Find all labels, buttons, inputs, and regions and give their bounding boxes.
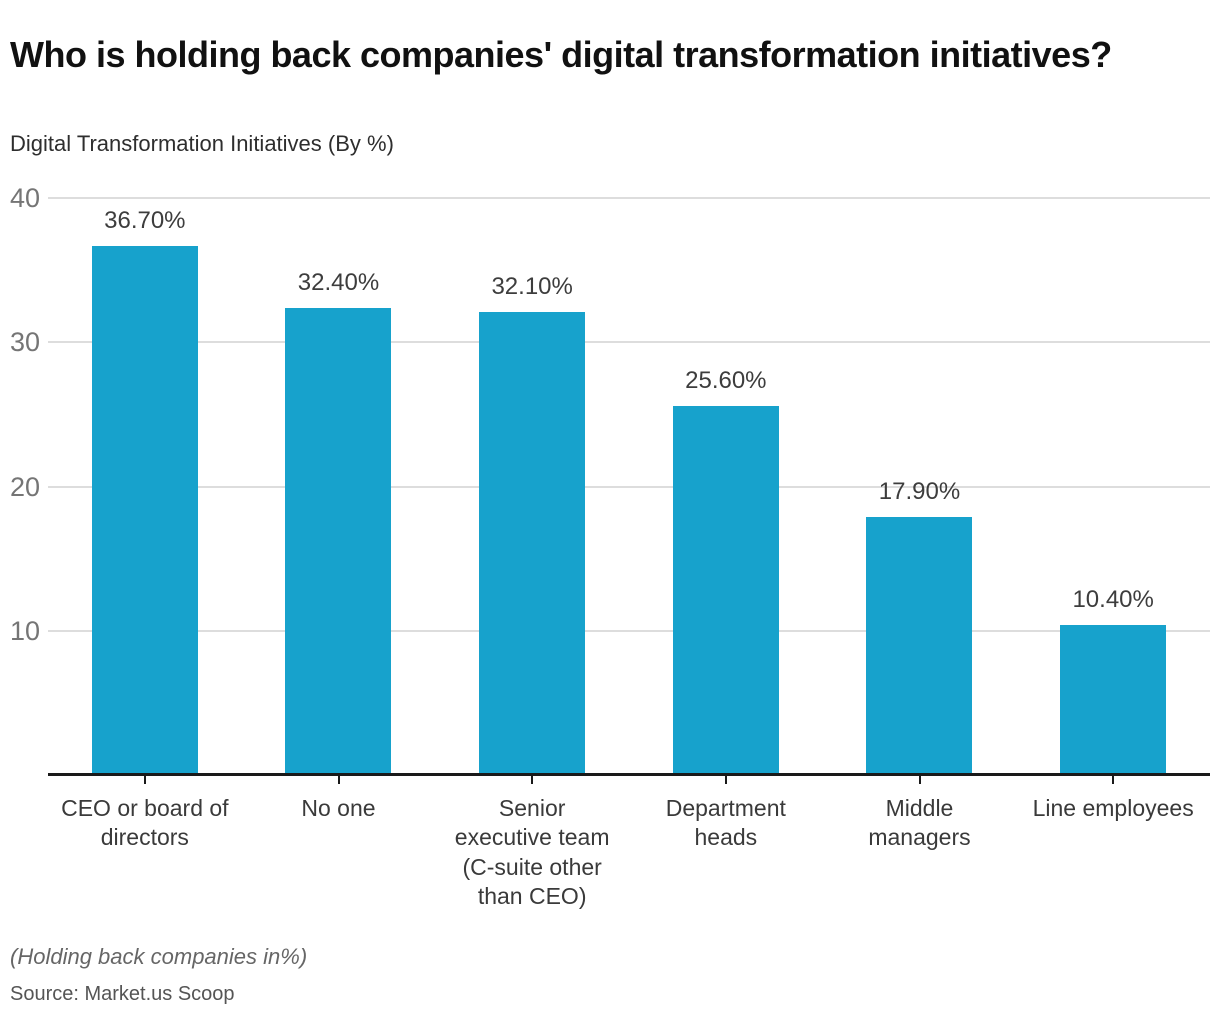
bar — [672, 405, 779, 773]
bar-value-label: 32.40% — [297, 268, 380, 296]
bar — [866, 516, 973, 773]
bar — [285, 307, 392, 773]
x-axis-category-label: Middle managers — [868, 795, 971, 851]
bar — [1060, 624, 1167, 773]
x-axis-tick — [531, 776, 534, 784]
plot-area: 10 20 30 40 36.70% 32.40% 32.10% 25.60% 17.90% 10… — [10, 184, 1210, 909]
y-axis-tick-label: 20 — [9, 471, 40, 502]
gridline — [48, 629, 1210, 632]
x-axis-category-label: Senior executive team (C-suite other tha… — [454, 795, 610, 910]
chart-footnote: (Holding back companies in%) — [10, 944, 308, 969]
x-axis-category-label: Line employees — [1032, 795, 1194, 821]
x-axis-category-label: No one — [301, 795, 376, 821]
bar-group: 32.40% — [242, 198, 436, 775]
bar-group: 17.90% — [823, 198, 1017, 775]
y-axis-tick-label: 30 — [9, 327, 40, 358]
x-axis-tick — [724, 776, 727, 784]
x-axis-line — [48, 773, 1210, 776]
bar-value-label: 36.70% — [104, 206, 186, 234]
bar-group: 36.70% — [48, 198, 242, 775]
y-axis-tick-label: 10 — [9, 615, 40, 646]
bar-group: 32.10% — [435, 198, 629, 775]
x-axis-tick — [1112, 776, 1115, 784]
source-credit: Source: Market.us Scoop — [10, 983, 235, 1005]
bar-value-label: 17.90% — [878, 477, 961, 505]
bar — [479, 311, 586, 773]
chart-subtitle: Digital Transformation Initiatives (By %… — [10, 131, 394, 156]
bar — [91, 245, 198, 773]
gridline — [48, 485, 1210, 488]
x-axis-category-label: CEO or board of directors — [61, 795, 229, 851]
bar-value-label: 10.40% — [1072, 585, 1154, 613]
x-axis-tick — [918, 776, 921, 784]
x-axis-tick — [143, 776, 146, 784]
x-axis-tick — [337, 776, 340, 784]
chart-title: Who is holding back companies' digital t… — [10, 34, 1112, 76]
gridline — [48, 197, 1210, 199]
bar-value-label: 25.60% — [685, 366, 767, 394]
x-axis-category-label: Department heads — [665, 795, 786, 851]
bar-value-label: 32.10% — [491, 272, 573, 300]
bar-group: 10.40% — [1016, 198, 1210, 775]
gridline — [48, 341, 1210, 344]
bar-group: 25.60% — [629, 198, 823, 775]
y-axis-tick-label: 40 — [9, 183, 40, 213]
